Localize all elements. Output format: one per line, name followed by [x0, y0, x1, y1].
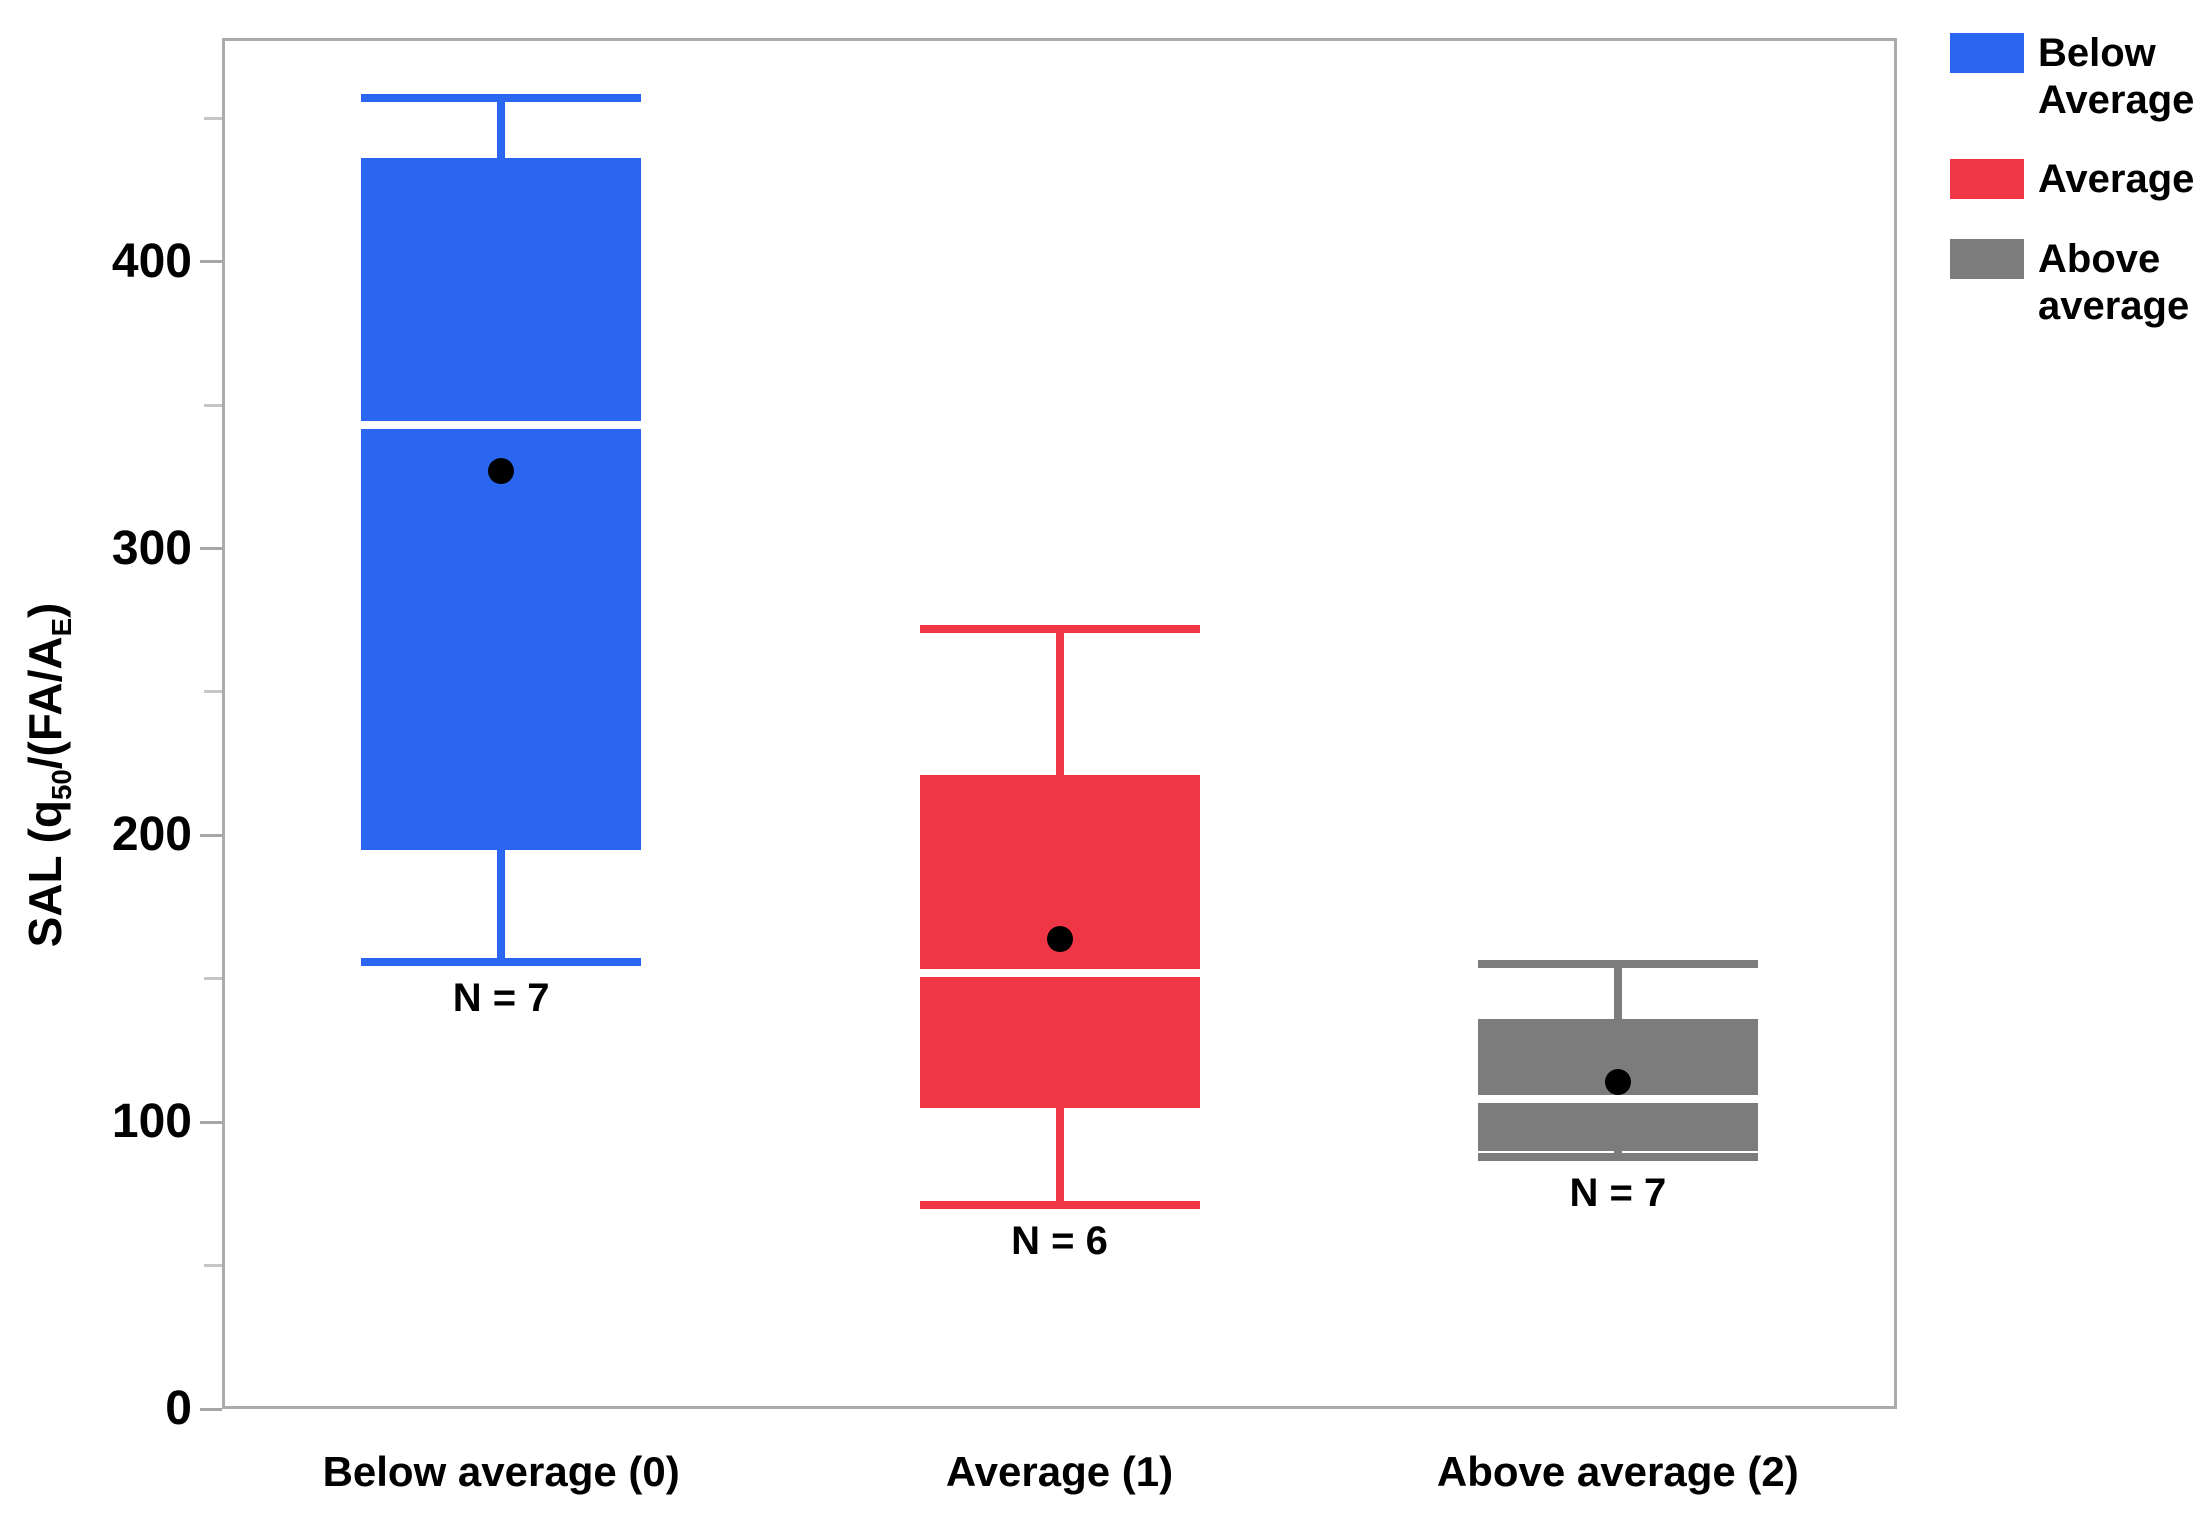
- median-line: [1477, 1095, 1758, 1104]
- y-axis-tick-label: 0: [165, 1382, 192, 1435]
- legend-item: Below Average: [1950, 30, 2211, 124]
- whisker-stem-lower: [497, 849, 506, 962]
- y-axis-minor-tick: [204, 977, 222, 981]
- legend-swatch: [1950, 238, 2024, 279]
- legend-item: Average: [1950, 156, 2211, 203]
- whisker-stem-lower: [1055, 1107, 1064, 1206]
- y-axis-minor-tick: [204, 1264, 222, 1268]
- sample-size-label: N = 7: [452, 975, 550, 1020]
- y-axis-major-tick: [200, 260, 222, 264]
- legend-swatch: [1950, 159, 2024, 200]
- mean-dot: [1604, 1069, 1631, 1096]
- y-axis-minor-tick: [204, 403, 222, 407]
- y-axis-major-tick: [200, 1120, 222, 1124]
- y-axis-title-subscript: E: [46, 617, 78, 637]
- whisker-stem-upper: [1055, 628, 1064, 776]
- y-axis-title-text: /(FA/A: [19, 636, 71, 770]
- whisker-cap-min: [919, 1201, 1200, 1210]
- legend-item: Above average: [1950, 236, 2211, 330]
- whisker-cap-max: [919, 624, 1200, 633]
- whisker-cap-max: [361, 94, 642, 103]
- mean-dot: [488, 458, 515, 485]
- whisker-stem-upper: [497, 98, 506, 159]
- y-axis-minor-tick: [204, 116, 222, 120]
- whisker-cap-min: [1477, 1152, 1758, 1161]
- whisker-cap-max: [1477, 960, 1758, 969]
- sample-size-label: N = 7: [1569, 1170, 1667, 1215]
- y-axis-major-tick: [200, 547, 222, 551]
- legend: Below Average Average Above average: [1950, 30, 2211, 330]
- median-line: [361, 421, 642, 430]
- y-axis-title-text: ): [19, 602, 71, 618]
- legend-label: Below Average: [2038, 31, 2195, 123]
- whisker-cap-min: [361, 957, 642, 966]
- y-axis-major-tick: [200, 1407, 222, 1411]
- x-axis-category-label: Above average (2): [1436, 1448, 1799, 1495]
- x-axis-category-label: Average (1): [945, 1448, 1174, 1495]
- y-axis-title-subscript: 50: [46, 769, 78, 800]
- legend-label: Average: [2038, 157, 2195, 202]
- y-axis-tick-label: 300: [111, 521, 192, 575]
- y-axis-title-text: SAL (q: [19, 799, 71, 948]
- sample-size-label: N = 6: [1011, 1219, 1108, 1264]
- y-axis-tick-label: 200: [111, 808, 192, 862]
- median-line: [919, 969, 1200, 978]
- legend-swatch: [1950, 33, 2024, 73]
- y-axis-minor-tick: [204, 690, 222, 694]
- y-axis-title: SAL (q50/(FA/AE): [13, 425, 77, 1125]
- box-rect: [361, 158, 642, 850]
- y-axis-tick-label: 100: [111, 1095, 192, 1149]
- y-axis-major-tick: [200, 833, 222, 837]
- legend-label: Above average: [2038, 236, 2190, 328]
- whisker-stem-upper: [1613, 964, 1622, 1019]
- y-axis-tick-label: 400: [111, 234, 192, 288]
- mean-dot: [1046, 925, 1073, 952]
- x-axis-category-label: Below average (0): [322, 1448, 680, 1495]
